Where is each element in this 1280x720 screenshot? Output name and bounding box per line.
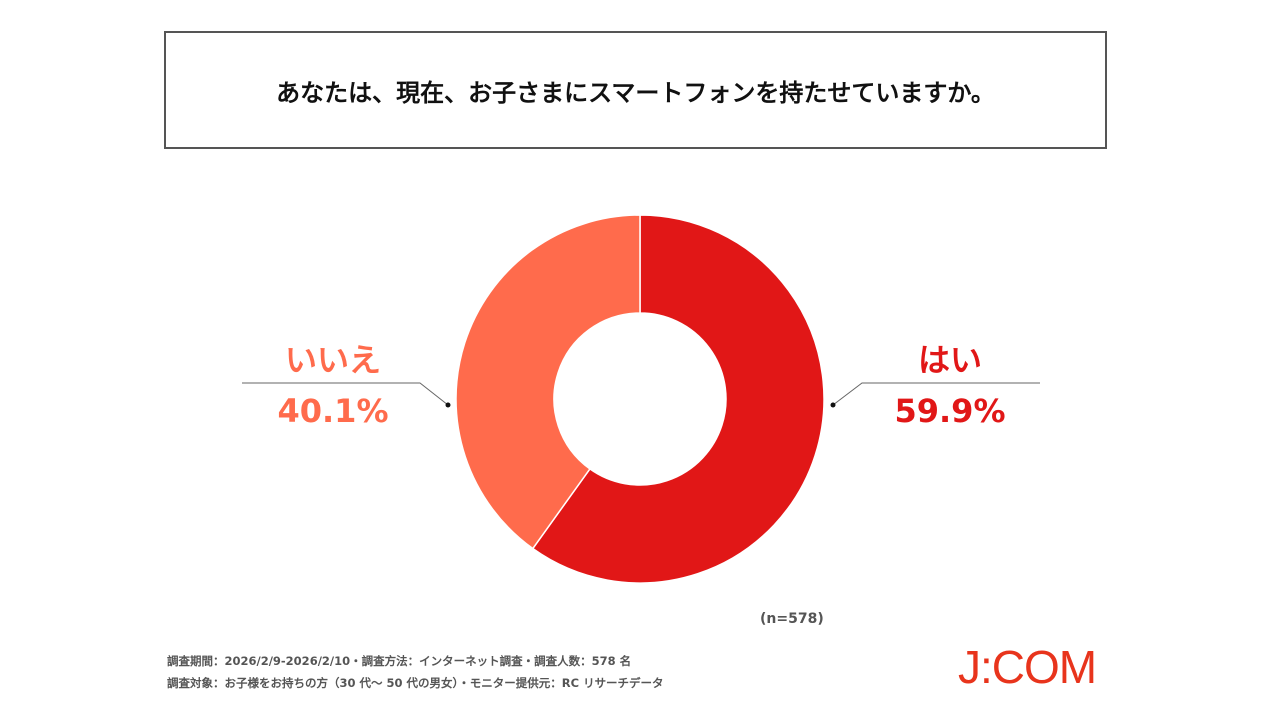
survey-period-note: 調査期間：2026/2/9-2026/2/10・調査方法：インターネット調査・調… xyxy=(167,654,632,668)
question-title: あなたは、現在、お子さまにスマートフォンを持たせていますか。 xyxy=(276,78,995,107)
leader-line-no xyxy=(242,382,451,408)
data-label-no: 40.1% xyxy=(277,392,389,430)
data-label-yes: 59.9% xyxy=(894,392,1006,430)
donut-slice-no xyxy=(455,214,641,550)
leader-line-yes xyxy=(830,382,1040,408)
sample-size: (n=578) xyxy=(760,611,824,627)
survey-target-note: 調査対象：お子様をお持ちの方（30 代～ 50 代の男女）・モニター提供元：RC… xyxy=(167,676,664,690)
question-title-box: あなたは、現在、お子さまにスマートフォンを持たせていますか。 xyxy=(164,31,1107,149)
jcom-logo: J:COM xyxy=(958,641,1097,693)
category-label-yes: はい xyxy=(917,341,982,379)
category-label-no: いいえ xyxy=(284,341,381,379)
donut-slice-yes xyxy=(531,214,825,584)
